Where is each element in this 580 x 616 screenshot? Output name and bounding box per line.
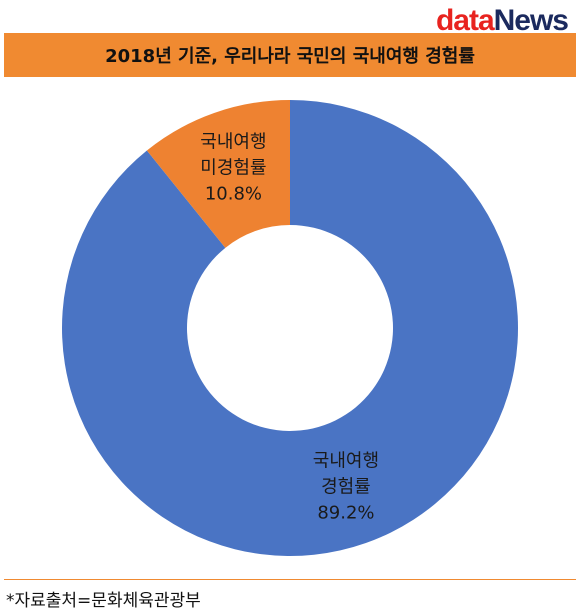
slice-label-line-0-1: 경험률 bbox=[321, 476, 371, 497]
slice-1 bbox=[146, 100, 290, 248]
slice-0 bbox=[61, 100, 518, 556]
donut-chart: 국내여행 경험률 89.2%국내여행 미경험률 10.8% bbox=[61, 100, 518, 556]
slice-value-0: 89.2% bbox=[317, 502, 374, 523]
slice-label-line-0-0: 국내여행 bbox=[313, 450, 379, 471]
slice-label-line-1-0: 국내여행 bbox=[200, 132, 266, 153]
source-note: *자료출처=문화체육관광부 bbox=[6, 591, 201, 611]
donut-labels: 국내여행 경험률 89.2%국내여행 미경험률 10.8% bbox=[200, 132, 379, 524]
logo-part-data: data bbox=[435, 4, 495, 37]
chart-title-bar: 2018년 기준, 우리나라 국민의 국내여행 경험률 bbox=[4, 33, 576, 77]
chart-title: 2018년 기준, 우리나라 국민의 국내여행 경험률 bbox=[105, 46, 475, 67]
logo-part-news: News bbox=[493, 4, 569, 37]
datanews-logo: dataNews bbox=[435, 4, 569, 38]
footer-divider bbox=[4, 579, 576, 580]
donut-slices bbox=[61, 100, 518, 556]
slice-value-1: 10.8% bbox=[205, 184, 262, 205]
slice-label-line-1-1: 미경험률 bbox=[200, 158, 266, 179]
